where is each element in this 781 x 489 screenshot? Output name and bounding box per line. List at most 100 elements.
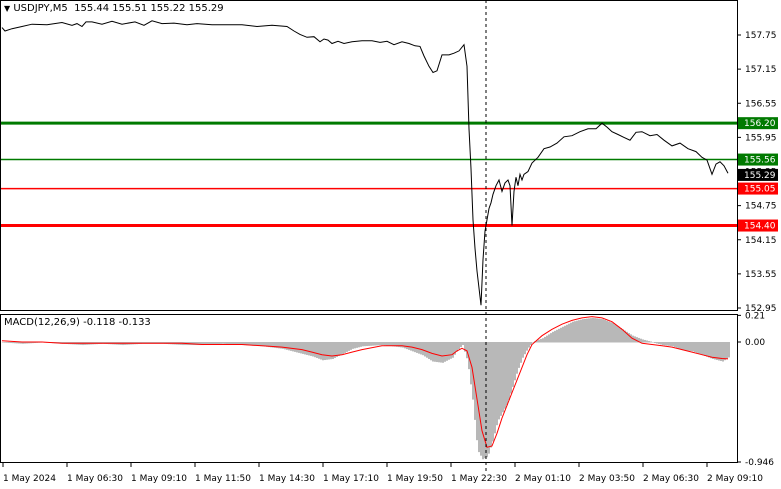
symbol-label: USDJPY,M5 — [13, 3, 68, 14]
macd-bar — [430, 342, 432, 361]
macd-bar — [726, 342, 728, 359]
macd-bar — [466, 342, 468, 359]
macd-bar — [288, 342, 290, 351]
price-tick-label: 156.55 — [745, 99, 777, 109]
macd-label: MACD(12,26,9) — [4, 317, 80, 328]
macd-bar — [612, 322, 614, 343]
macd-bar — [594, 318, 596, 343]
macd-bar — [622, 329, 624, 343]
macd-bar — [194, 342, 196, 346]
macd-bar — [584, 318, 586, 343]
macd-bar — [298, 342, 300, 353]
macd-bar — [670, 342, 672, 347]
price-tick-label: 152.95 — [745, 304, 777, 314]
macd-bar — [710, 342, 712, 359]
macd-bar — [650, 341, 652, 343]
time-tick-label: 2 May 01:10 — [515, 474, 571, 484]
macd-bar — [646, 340, 648, 343]
macd-bar — [600, 318, 602, 343]
macd-bar — [222, 342, 224, 344]
macd-bar — [704, 342, 706, 356]
macd-bar — [264, 342, 266, 347]
macd-bar — [270, 342, 272, 348]
macd-bar — [308, 342, 310, 356]
macd-bar — [384, 342, 386, 346]
macd-bar — [662, 342, 664, 346]
macd-bar — [648, 340, 650, 343]
macd-bar — [342, 342, 344, 354]
macd-bar — [324, 342, 326, 361]
macd-bar — [212, 342, 214, 345]
macd-bar — [356, 342, 358, 348]
macd-bar — [252, 342, 254, 346]
time-tick-label: 1 May 14:30 — [259, 474, 315, 484]
time-tick-label: 2 May 09:10 — [707, 474, 763, 484]
macd-bar — [490, 342, 492, 448]
macd-bar — [624, 330, 626, 343]
macd-bar — [272, 342, 274, 348]
macd-bar — [414, 342, 416, 353]
macd-bar — [660, 342, 662, 345]
macd-values: -0.118 -0.133 — [83, 317, 151, 328]
macd-bar — [452, 342, 454, 358]
price-tick-label: 154.75 — [745, 202, 777, 212]
macd-header: MACD(12,26,9) -0.118 -0.133 — [4, 317, 151, 328]
macd-bar — [382, 342, 384, 346]
time-tick-label: 1 May 06:30 — [67, 474, 123, 484]
macd-bar — [678, 342, 680, 349]
macd-bar — [24, 342, 26, 344]
macd-bar — [202, 342, 204, 346]
macd-bar — [558, 328, 560, 343]
macd-bar — [402, 342, 404, 348]
macd-bar — [510, 342, 512, 394]
macd-bar — [514, 342, 516, 381]
macd-bar — [658, 342, 660, 345]
macd-bar — [550, 333, 552, 343]
current-price-tag — [738, 168, 778, 181]
macd-bar — [364, 342, 366, 347]
macd-bar — [576, 320, 578, 343]
macd-bar — [274, 342, 276, 348]
macd-bar — [338, 342, 340, 356]
macd-bar — [532, 342, 534, 343]
macd-bar — [598, 318, 600, 343]
macd-bar — [592, 317, 594, 343]
macd-bar — [424, 342, 426, 357]
macd-bar — [520, 342, 522, 363]
macd-bar — [552, 331, 554, 343]
price-tick-label: 153.55 — [745, 270, 777, 280]
macd-bar — [468, 342, 470, 370]
macd-bar — [606, 320, 608, 343]
macd-bar — [456, 342, 458, 352]
time-tick-label: 1 May 11:50 — [195, 474, 251, 484]
macd-bar — [334, 342, 336, 358]
macd-bar — [336, 342, 338, 357]
macd-bar — [236, 342, 238, 345]
macd-tick-label: -0.946 — [745, 458, 774, 468]
macd-bar — [442, 342, 444, 363]
macd-bar — [652, 342, 654, 343]
macd-bar — [484, 342, 486, 459]
macd-bar — [608, 321, 610, 343]
macd-bar — [218, 342, 220, 345]
macd-bar — [260, 342, 262, 347]
triangle-down-icon[interactable]: ▼ — [4, 4, 11, 13]
macd-bar — [590, 318, 592, 343]
macd-bar — [432, 342, 434, 362]
macd-bar — [254, 342, 256, 346]
macd-bar — [488, 342, 490, 454]
macd-bar — [480, 342, 482, 456]
macd-bar — [22, 342, 24, 344]
macd-bar — [268, 342, 270, 348]
price-tick-label: 157.15 — [745, 65, 777, 75]
macd-bar — [18, 342, 20, 344]
macd-bar — [426, 342, 428, 358]
macd-bar — [302, 342, 304, 354]
macd-bar — [358, 342, 360, 348]
macd-bar — [352, 342, 354, 349]
macd-bar — [674, 342, 676, 348]
macd-bar — [8, 342, 10, 343]
macd-bar — [238, 342, 240, 345]
macd-bar — [626, 331, 628, 343]
